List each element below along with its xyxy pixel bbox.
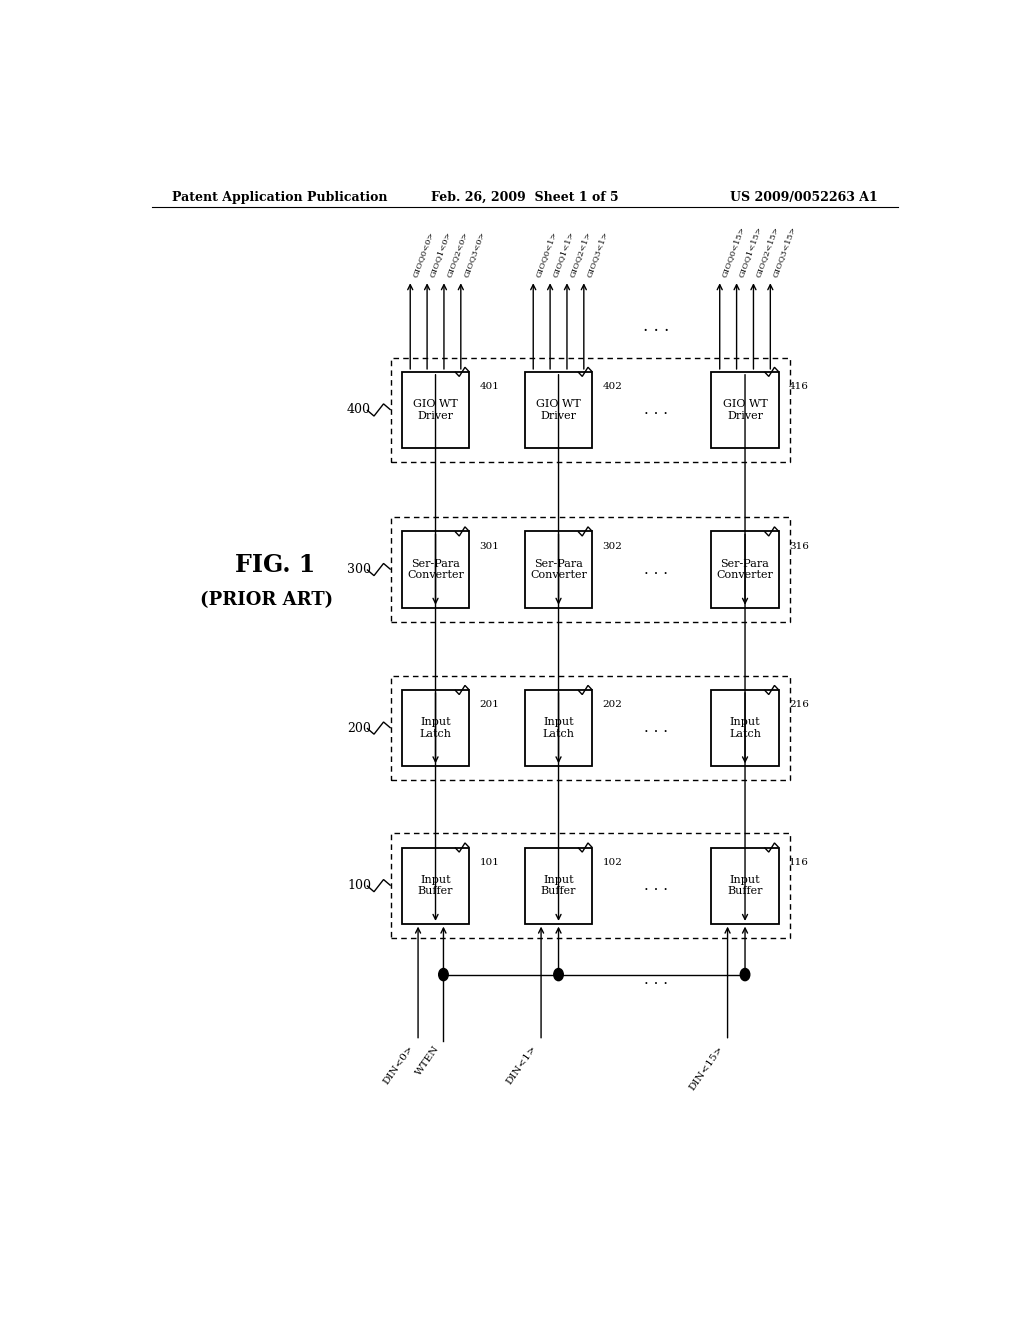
Text: Input
Buffer: Input Buffer [541, 875, 577, 896]
Text: 401: 401 [479, 381, 500, 391]
Text: GIOQ1<15>: GIOQ1<15> [737, 224, 763, 279]
Text: GIO WT
Driver: GIO WT Driver [413, 399, 458, 421]
Bar [401, 372, 469, 447]
Text: 102: 102 [602, 858, 623, 867]
Text: WTEN: WTEN [414, 1044, 441, 1077]
Text: Input
Latch: Input Latch [420, 717, 452, 739]
Text: 216: 216 [790, 700, 809, 709]
Text: 400: 400 [347, 404, 371, 416]
Text: GIOQ2<15>: GIOQ2<15> [755, 224, 780, 279]
Text: Feb. 26, 2009  Sheet 1 of 5: Feb. 26, 2009 Sheet 1 of 5 [431, 190, 618, 203]
Circle shape [438, 969, 449, 981]
Text: . . .: . . . [644, 973, 668, 986]
Bar [391, 517, 790, 622]
Text: FIG. 1: FIG. 1 [234, 553, 315, 577]
Text: . . .: . . . [644, 879, 668, 892]
Bar [712, 847, 779, 924]
Text: 402: 402 [602, 381, 623, 391]
Text: GIO WT
Driver: GIO WT Driver [723, 399, 767, 421]
Text: GIO WT
Driver: GIO WT Driver [537, 399, 581, 421]
Text: GIOQ1<1>: GIOQ1<1> [551, 230, 575, 279]
Bar [524, 847, 592, 924]
Text: 116: 116 [790, 858, 809, 867]
Bar [712, 372, 779, 447]
Text: . . .: . . . [644, 562, 668, 577]
Text: GIOQ2<0>: GIOQ2<0> [444, 230, 469, 279]
Text: 301: 301 [479, 541, 500, 550]
Bar [524, 532, 592, 607]
Text: Input
Buffer: Input Buffer [727, 875, 763, 896]
Bar [401, 847, 469, 924]
Text: GIOQ0<0>: GIOQ0<0> [411, 230, 435, 279]
Circle shape [554, 969, 563, 981]
Text: 316: 316 [790, 541, 809, 550]
Text: GIOQ0<1>: GIOQ0<1> [535, 230, 558, 279]
Text: 200: 200 [347, 722, 371, 735]
Bar [712, 690, 779, 766]
Text: DIN<15>: DIN<15> [688, 1044, 725, 1092]
Text: DIN<1>: DIN<1> [505, 1044, 539, 1086]
Text: 202: 202 [602, 700, 623, 709]
Text: 300: 300 [347, 564, 371, 576]
Text: Patent Application Publication: Patent Application Publication [172, 190, 387, 203]
Bar [391, 358, 790, 462]
Text: Ser-Para
Converter: Ser-Para Converter [530, 558, 587, 581]
Text: DIN<0>: DIN<0> [382, 1044, 416, 1086]
Text: Ser-Para
Converter: Ser-Para Converter [717, 558, 773, 581]
Text: Input
Buffer: Input Buffer [418, 875, 454, 896]
Circle shape [740, 969, 750, 981]
Text: Ser-Para
Converter: Ser-Para Converter [408, 558, 464, 581]
Text: GIOQ0<15>: GIOQ0<15> [721, 224, 746, 279]
Bar [391, 676, 790, 780]
Bar [401, 690, 469, 766]
Text: GIOQ1<0>: GIOQ1<0> [428, 230, 452, 279]
Text: . . .: . . . [644, 721, 668, 735]
Text: (PRIOR ART): (PRIOR ART) [201, 591, 334, 610]
Bar [391, 833, 790, 939]
Bar [524, 372, 592, 447]
Text: 302: 302 [602, 541, 623, 550]
Text: GIOQ3<1>: GIOQ3<1> [585, 230, 608, 279]
Text: 100: 100 [347, 879, 371, 892]
Text: US 2009/0052263 A1: US 2009/0052263 A1 [730, 190, 878, 203]
Text: GIOQ2<1>: GIOQ2<1> [567, 230, 592, 279]
Bar [401, 532, 469, 607]
Bar [524, 690, 592, 766]
Text: GIOQ3<15>: GIOQ3<15> [771, 224, 797, 279]
Text: 416: 416 [790, 381, 809, 391]
Text: 101: 101 [479, 858, 500, 867]
Text: . . .: . . . [644, 403, 668, 417]
Bar [712, 532, 779, 607]
Text: GIOQ3<0>: GIOQ3<0> [462, 230, 485, 279]
Text: 201: 201 [479, 700, 500, 709]
Text: Input
Latch: Input Latch [729, 717, 761, 739]
Text: . . .: . . . [643, 318, 669, 334]
Text: Input
Latch: Input Latch [543, 717, 574, 739]
